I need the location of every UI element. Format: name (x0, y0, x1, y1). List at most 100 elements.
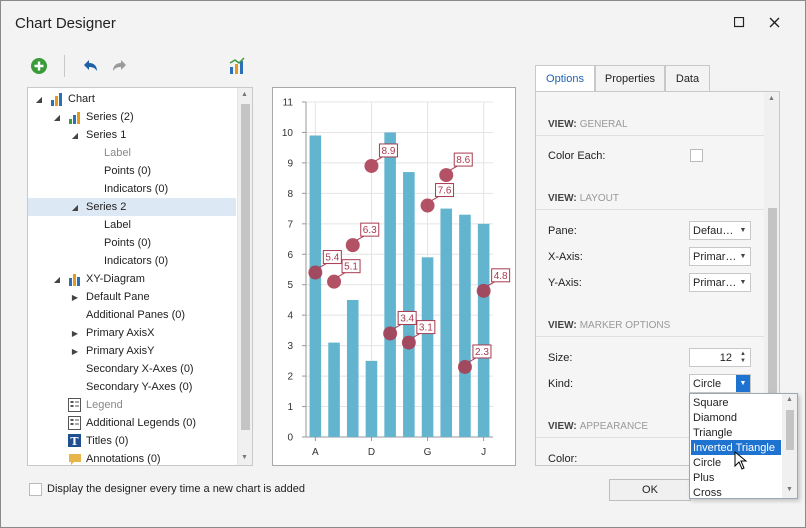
bar (309, 135, 322, 437)
y-tick-label: 6 (287, 250, 293, 261)
pane-label: Pane: (548, 225, 577, 237)
kind-option[interactable]: Inverted Triangle (691, 440, 781, 455)
bar (384, 132, 396, 438)
show-designer-checkbox[interactable] (29, 483, 42, 496)
y-tick-label: 1 (287, 402, 293, 413)
legend-icon (68, 398, 82, 412)
x-axis-combo[interactable]: Primar… ▼ (689, 247, 751, 266)
expand-arrow-icon[interactable]: ▶ (71, 292, 79, 302)
y-axis-value: Primar… (693, 276, 737, 289)
chevron-down-icon[interactable]: ▼ (736, 375, 750, 392)
kind-combo[interactable]: Circle ▼ (689, 374, 751, 393)
spin-buttons-icon[interactable]: ▲ ▼ (740, 350, 746, 364)
tree-item[interactable]: Legend (28, 396, 236, 414)
collapse-arrow-icon[interactable]: ◢ (71, 130, 79, 140)
section-prefix: VIEW: (548, 320, 577, 331)
kind-option[interactable]: Square (693, 396, 729, 409)
tree-item[interactable]: Points (0) (28, 162, 236, 180)
tree-scrollbar[interactable]: ▲ ▼ (237, 88, 252, 465)
collapse-arrow-icon[interactable]: ◢ (53, 274, 61, 284)
tree-item[interactable]: Secondary X-Axes (0) (28, 360, 236, 378)
tree-item[interactable]: Secondary Y-Axes (0) (28, 378, 236, 396)
toolbar-separator (64, 55, 65, 77)
size-row: Size: (548, 347, 758, 369)
tab-data[interactable]: Data (665, 65, 710, 91)
tree-item[interactable]: Points (0) (28, 234, 236, 252)
redo-icon[interactable] (109, 55, 131, 77)
ok-button[interactable]: OK (609, 479, 691, 501)
kind-value: Circle (693, 377, 722, 390)
maximize-icon[interactable] (728, 11, 750, 33)
x-tick-label: G (424, 447, 432, 458)
y-axis-combo[interactable]: Primar… ▼ (689, 273, 751, 292)
dropdown-scrollbar[interactable]: ▲ ▼ (782, 394, 797, 498)
color-label: Color: (548, 453, 578, 465)
point-marker (345, 238, 360, 253)
chart-wizard-icon[interactable] (226, 55, 248, 77)
add-icon[interactable] (28, 55, 50, 77)
tree-item[interactable]: Additional Legends (0) (28, 414, 236, 432)
section-name: GENERAL (579, 119, 628, 130)
color-each-label: Color Each: (548, 150, 606, 162)
scroll-down-icon[interactable]: ▼ (786, 486, 793, 493)
tree-item[interactable]: ◢ Series 1 (28, 126, 236, 144)
tree-item[interactable]: ◢ Chart (28, 90, 236, 108)
tree-item[interactable]: ▶ Primary AxisY (28, 342, 236, 360)
bar (365, 360, 378, 437)
options-scrollbar-thumb[interactable] (768, 208, 777, 458)
tree-item[interactable]: Indicators (0) (28, 252, 236, 270)
tree-scrollbar-thumb[interactable] (241, 104, 250, 430)
expand-arrow-icon[interactable]: ▶ (71, 328, 79, 338)
pane-combo[interactable]: Defau… ▼ (689, 221, 751, 240)
tree-item[interactable]: ▶ Primary AxisX (28, 324, 236, 342)
kind-option[interactable]: Cross (693, 486, 722, 499)
tree-item[interactable]: ◢ XY-Diagram (28, 270, 236, 288)
scroll-up-icon[interactable]: ▲ (768, 95, 775, 102)
kind-dropdown-list[interactable]: ▲ ▼ Square Diamond Triangle Inverted Triang… (689, 393, 798, 499)
section-prefix: VIEW: (548, 421, 577, 432)
tree-item-label: Secondary X-Axes (0) (86, 363, 194, 375)
bar (328, 342, 340, 437)
undo-icon[interactable] (79, 55, 101, 77)
collapse-arrow-icon[interactable]: ◢ (53, 112, 61, 122)
tree-item[interactable]: Annotations (0) (28, 450, 236, 465)
color-each-checkbox[interactable] (690, 149, 703, 162)
tree-item[interactable]: ◢ Series 2 (28, 198, 236, 216)
chart-elements-tree[interactable]: ▲ ▼ ◢ Chart ◢ Series (2) ◢ Series 1 Label Point… (27, 87, 253, 466)
tab-properties[interactable]: Properties (595, 65, 665, 91)
options-scrollbar[interactable]: ▲ (764, 92, 779, 465)
tree-item[interactable]: T Titles (0) (28, 432, 236, 450)
series-icon (68, 110, 82, 124)
expand-arrow-icon[interactable]: ▶ (71, 346, 79, 356)
point-label-connector (412, 333, 421, 339)
close-icon[interactable] (763, 11, 785, 33)
tree-item[interactable]: ◢ Series (2) (28, 108, 236, 126)
dropdown-scrollbar-thumb[interactable] (786, 410, 794, 450)
kind-option[interactable]: Circle (693, 456, 722, 469)
chevron-down-icon[interactable]: ▼ (739, 227, 747, 234)
tree-item[interactable]: Additional Panes (0) (28, 306, 236, 324)
tree-item[interactable]: Label (28, 144, 236, 162)
tree-item[interactable]: Indicators (0) (28, 180, 236, 198)
tree-item[interactable]: ▶ Default Pane (28, 288, 236, 306)
collapse-arrow-icon[interactable]: ◢ (71, 202, 79, 212)
y-tick-label: 11 (283, 98, 294, 109)
point-label: 3.4 (400, 313, 414, 324)
kind-option[interactable]: Triangle (693, 426, 733, 439)
scroll-down-icon[interactable]: ▼ (241, 454, 248, 461)
tab-options[interactable]: Options (535, 65, 595, 92)
kind-option[interactable]: Diamond (693, 411, 738, 424)
y-tick-label: 8 (287, 189, 293, 200)
point-marker (364, 158, 379, 173)
tree-item[interactable]: Label (28, 216, 236, 234)
x-axis-row: X-Axis: (548, 246, 758, 268)
chevron-down-icon[interactable]: ▼ (739, 279, 747, 286)
collapse-arrow-icon[interactable]: ◢ (35, 94, 43, 104)
size-spin-editor[interactable]: 12 ▲ ▼ (689, 348, 751, 367)
scroll-up-icon[interactable]: ▲ (241, 91, 248, 98)
scroll-up-icon[interactable]: ▲ (786, 396, 793, 403)
kind-option[interactable]: Plus (693, 471, 715, 484)
chevron-down-icon[interactable]: ▼ (739, 253, 747, 260)
annotation-icon (68, 452, 82, 465)
y-axis-row: Y-Axis: (548, 272, 758, 294)
